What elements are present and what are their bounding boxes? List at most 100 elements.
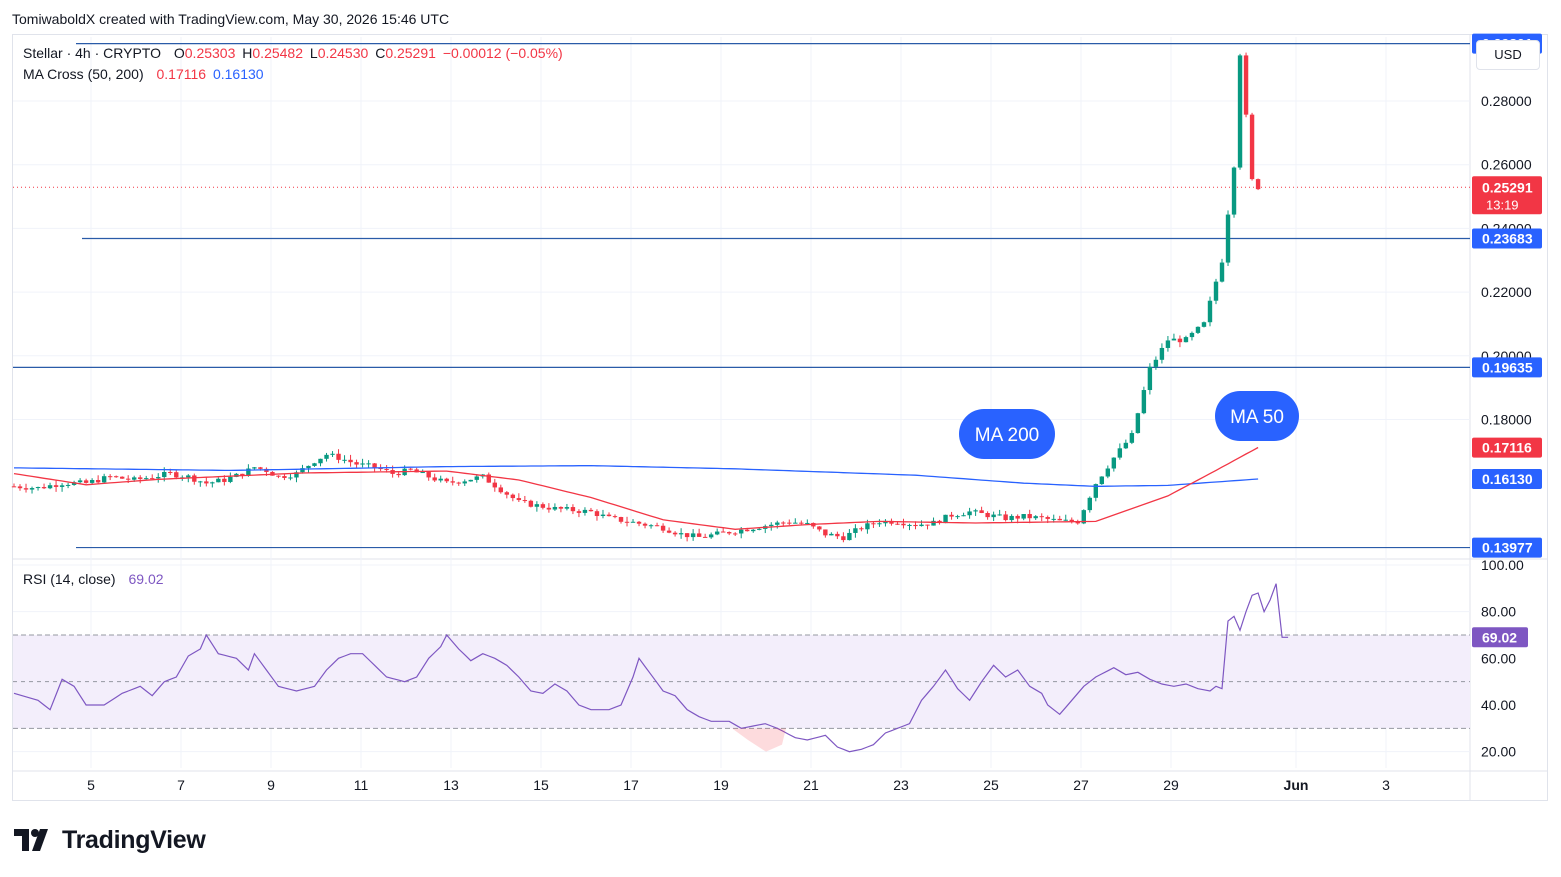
level-price-tag-box [1472, 228, 1542, 249]
ma200-bubble-shape [959, 409, 1055, 459]
candle-body [156, 477, 161, 479]
candle [907, 523, 912, 531]
level-price-tag: 0.19635 [1472, 357, 1542, 378]
candle [1033, 515, 1038, 520]
close-value: 0.25291 [385, 45, 436, 61]
high-value: 0.25482 [252, 45, 303, 61]
candle-body [871, 523, 876, 525]
candle-body [138, 477, 143, 479]
candle [456, 481, 461, 486]
candle-body [107, 476, 113, 478]
candle-body [11, 486, 17, 488]
candle [1207, 296, 1213, 327]
candle [955, 514, 960, 519]
candle [444, 477, 449, 484]
candle-body [1021, 514, 1026, 519]
candle-body [636, 521, 642, 524]
candle [77, 478, 83, 484]
candle [510, 493, 516, 502]
candle [1135, 412, 1141, 434]
candle [702, 533, 708, 538]
candle [811, 522, 816, 529]
candle [883, 519, 888, 527]
candle [997, 509, 1002, 516]
candle [522, 495, 528, 503]
candle-body [174, 472, 179, 478]
candle-body [162, 471, 167, 478]
candle [931, 517, 936, 526]
candle [210, 481, 215, 488]
candle-body [1087, 497, 1092, 511]
candle-body [624, 521, 630, 523]
candle-body [528, 500, 534, 507]
ma-indicator-label[interactable]: MA Cross (50, 200) [23, 66, 144, 82]
candle [1057, 515, 1062, 521]
ma50-bubble-label: MA 50 [1230, 407, 1284, 428]
candle-body [997, 514, 1002, 516]
candle-body [438, 478, 443, 481]
candle-body [113, 476, 119, 478]
last-price-tag-countdown: 13:19 [1486, 197, 1519, 212]
candle-body [384, 469, 389, 471]
candle [979, 506, 984, 514]
candle-body [678, 533, 684, 535]
candle [1237, 53, 1243, 170]
tradingview-logo-icon [14, 829, 48, 851]
time-tick-label: 15 [533, 777, 549, 793]
candle [41, 483, 47, 490]
candle-body [150, 478, 155, 480]
candle [654, 522, 660, 527]
ma200-value: 0.16130 [212, 66, 264, 82]
candle-body [492, 482, 497, 488]
candle-body [588, 509, 594, 512]
candle-body [847, 532, 852, 541]
rsi-indicator-label[interactable]: RSI (14, close) [23, 571, 116, 587]
candle [708, 532, 714, 539]
candle-body [312, 463, 317, 466]
price-tick-label: 0.28000 [1481, 93, 1532, 109]
time-tick-label: 11 [354, 777, 369, 793]
candle-body [973, 510, 978, 512]
candle-body [1237, 55, 1243, 168]
candle-body [1075, 521, 1080, 524]
candle-body [985, 512, 990, 518]
candle [787, 519, 792, 525]
symbol-label[interactable]: Stellar · 4h · CRYPTO [23, 45, 161, 61]
candle-body [889, 520, 894, 524]
candle-body [552, 506, 558, 510]
candle-body [294, 472, 299, 478]
candle-body [450, 481, 455, 483]
candle-body [901, 523, 906, 526]
candle [228, 472, 233, 484]
currency-button[interactable]: USD [1476, 40, 1540, 70]
tradingview-brand[interactable]: TradingView [14, 823, 206, 857]
candle-body [53, 485, 59, 487]
candle [1249, 112, 1255, 181]
candle-body [29, 488, 35, 490]
price-tick-label: 0.22000 [1481, 284, 1532, 300]
candle-body [877, 523, 882, 525]
rsi-legend: RSI (14, close) 69.02 [23, 571, 167, 587]
candle-body [955, 516, 960, 518]
candle [859, 526, 864, 532]
candle [408, 467, 413, 471]
candle [504, 491, 510, 499]
candle-body [1255, 179, 1261, 190]
candle-body [799, 522, 804, 524]
candle-body [949, 514, 954, 517]
candle-body [474, 476, 479, 480]
candle-body [594, 511, 600, 517]
candle [534, 501, 540, 512]
candle-body [1213, 281, 1219, 301]
candle-body [1225, 214, 1231, 263]
candle [714, 528, 720, 536]
candle-body [306, 465, 311, 469]
candle-body [1243, 55, 1249, 115]
candle [59, 483, 65, 492]
candle [991, 511, 996, 522]
candle [474, 474, 479, 483]
last-price-tag-box [1472, 176, 1542, 215]
time-tick-label: 17 [623, 777, 639, 793]
ma50-bubble: MA 50 [1215, 391, 1299, 441]
